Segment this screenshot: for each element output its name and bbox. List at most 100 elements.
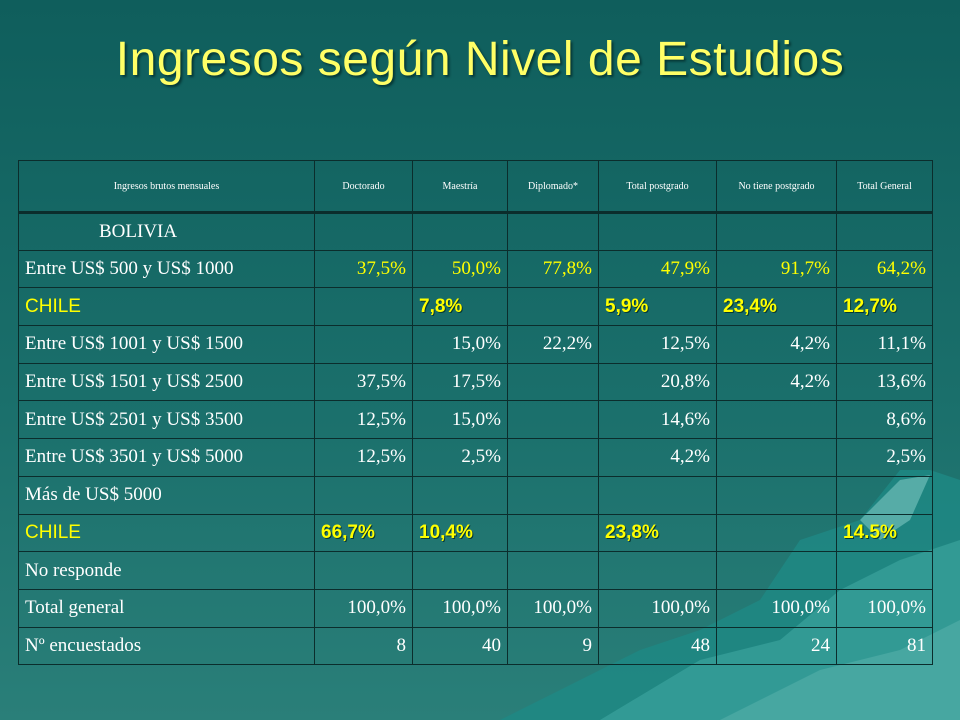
table-cell — [716, 212, 837, 251]
table-cell: 14.5% — [836, 513, 933, 553]
table-cell — [598, 551, 717, 590]
row-label: Entre US$ 3501 y US$ 5000 — [18, 438, 315, 477]
table-row: Entre US$ 1001 y US$ 1500 15,0% 22,2% 12… — [18, 325, 933, 364]
table-cell: 12,5% — [314, 438, 413, 477]
header-no-postgrado: No tiene postgrado — [716, 160, 837, 213]
table-cell: 23,4% — [716, 287, 837, 327]
table-cell — [412, 475, 508, 515]
table-cell: 8,6% — [836, 400, 933, 440]
table-cell: 100,0% — [716, 588, 837, 628]
table-cell: 66,7% — [314, 513, 413, 553]
row-label: Total general — [18, 588, 315, 628]
table-cell: 48 — [598, 626, 717, 666]
table-cell: 5,9% — [598, 287, 717, 327]
income-table: Ingresos brutos mensuales Doctorado Maes… — [18, 160, 933, 666]
table-cell: 10,4% — [412, 513, 508, 553]
table-cell: 12,5% — [598, 325, 717, 364]
table-cell — [598, 212, 717, 251]
table-cell — [716, 551, 837, 590]
table-cell — [507, 513, 599, 553]
table-cell: 81 — [836, 626, 933, 666]
table-cell: 50,0% — [412, 249, 508, 289]
table-cell — [507, 551, 599, 590]
table-cell: 100,0% — [598, 588, 717, 628]
header-doctorado: Doctorado — [314, 160, 413, 213]
table-cell — [716, 513, 837, 553]
row-label: Entre US$ 1501 y US$ 2500 — [18, 362, 315, 402]
table-cell: 11,1% — [836, 325, 933, 364]
table-cell: 12,5% — [314, 400, 413, 440]
table-cell: 4,2% — [716, 325, 837, 364]
table-cell — [507, 438, 599, 477]
header-total-general: Total General — [836, 160, 933, 213]
table-header-row: Ingresos brutos mensuales Doctorado Maes… — [18, 160, 933, 213]
table-cell: 100,0% — [314, 588, 413, 628]
header-total-postgrado: Total postgrado — [598, 160, 717, 213]
header-ingresos: Ingresos brutos mensuales — [18, 160, 315, 213]
table-row: Más de US$ 5000 — [18, 475, 933, 515]
table-cell: 15,0% — [412, 400, 508, 440]
table-cell — [507, 475, 599, 515]
table-cell: 12,7% — [836, 287, 933, 327]
table-cell: 4,2% — [598, 438, 717, 477]
table-cell — [314, 212, 413, 251]
row-label: Entre US$ 500 y US$ 1000 — [18, 249, 315, 289]
table-cell: 4,2% — [716, 362, 837, 402]
row-label: No responde — [18, 551, 315, 590]
row-label: BOLIVIA — [18, 212, 315, 251]
table-cell: 47,9% — [598, 249, 717, 289]
row-label: Entre US$ 2501 y US$ 3500 — [18, 400, 315, 440]
table-cell — [836, 212, 933, 251]
table-cell — [412, 551, 508, 590]
header-maestria: Maestría — [412, 160, 508, 213]
table-cell — [836, 475, 933, 515]
page-title: Ingresos según Nivel de Estudios — [115, 33, 845, 86]
table-cell — [412, 212, 508, 251]
table-cell: 8 — [314, 626, 413, 666]
header-diplomado: Diplomado* — [507, 160, 599, 213]
table-cell — [314, 551, 413, 590]
table-cell: 14,6% — [598, 400, 717, 440]
table-row: No responde — [18, 551, 933, 590]
table-cell — [507, 362, 599, 402]
table-cell: 22,2% — [507, 325, 599, 364]
table-cell — [507, 212, 599, 251]
table-cell — [507, 400, 599, 440]
table-cell: 100,0% — [507, 588, 599, 628]
row-label: Nº encuestados — [18, 626, 315, 666]
row-label: Más de US$ 5000 — [18, 475, 315, 515]
table-cell: 24 — [716, 626, 837, 666]
table-cell: 77,8% — [507, 249, 599, 289]
table-cell — [314, 287, 413, 327]
table-row: Total general 100,0% 100,0% 100,0% 100,0… — [18, 588, 933, 628]
row-label: Entre US$ 1001 y US$ 1500 — [18, 325, 315, 364]
table-cell — [716, 475, 837, 515]
table-cell: 40 — [412, 626, 508, 666]
table-cell: 17,5% — [412, 362, 508, 402]
table-cell: 2,5% — [412, 438, 508, 477]
table-row: Nº encuestados 8 40 9 48 24 81 — [18, 626, 933, 666]
table-row: CHILE 7,8% 5,9% 23,4% 12,7% — [18, 287, 933, 327]
row-label: CHILE — [18, 287, 315, 327]
table-cell: 23,8% — [598, 513, 717, 553]
table-cell — [598, 475, 717, 515]
table-cell: 20,8% — [598, 362, 717, 402]
table-cell: 37,5% — [314, 249, 413, 289]
table-cell: 7,8% — [412, 287, 508, 327]
table-cell: 37,5% — [314, 362, 413, 402]
table-cell — [507, 287, 599, 327]
table-cell: 2,5% — [836, 438, 933, 477]
table-cell: 9 — [507, 626, 599, 666]
table-cell — [314, 475, 413, 515]
table-cell: 100,0% — [836, 588, 933, 628]
table-cell — [836, 551, 933, 590]
table-cell: 91,7% — [716, 249, 837, 289]
table-row: Entre US$ 3501 y US$ 5000 12,5% 2,5% 4,2… — [18, 438, 933, 477]
table-cell — [314, 325, 413, 364]
table-cell — [716, 400, 837, 440]
table-row: Entre US$ 2501 y US$ 3500 12,5% 15,0% 14… — [18, 400, 933, 440]
table-row: CHILE 66,7% 10,4% 23,8% 14.5% — [18, 513, 933, 553]
table-row: Entre US$ 500 y US$ 1000 37,5% 50,0% 77,… — [18, 249, 933, 289]
table-cell: 64,2% — [836, 249, 933, 289]
table-row: Entre US$ 1501 y US$ 2500 37,5% 17,5% 20… — [18, 362, 933, 402]
